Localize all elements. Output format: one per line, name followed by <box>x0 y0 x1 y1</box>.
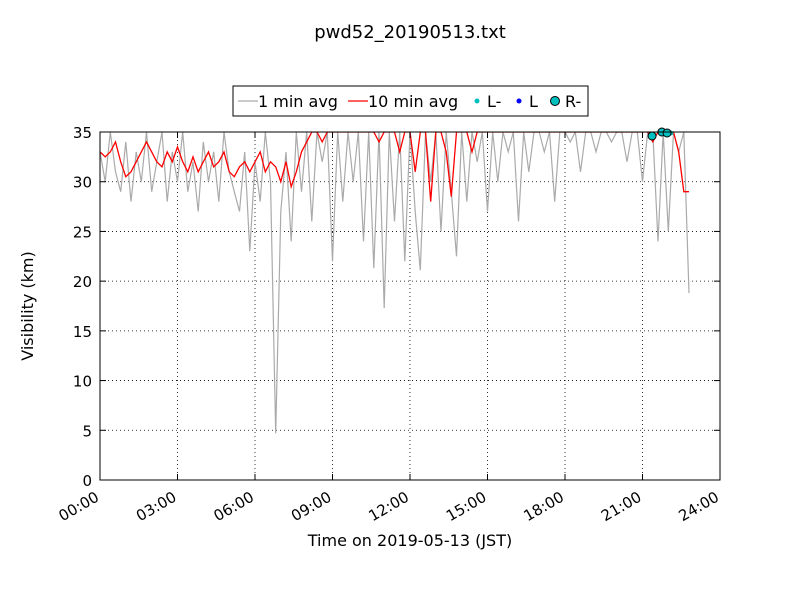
legend-label: 1 min avg <box>258 92 338 111</box>
x-tick-label: 03:00 <box>133 488 179 525</box>
y-tick-label: 25 <box>73 223 92 241</box>
y-tick-label: 5 <box>82 422 92 440</box>
x-tick-label: 00:00 <box>56 488 102 525</box>
legend-label: L- <box>487 92 501 111</box>
x-axis-label: Time on 2019-05-13 (JST) <box>307 531 512 550</box>
x-tick-label: 24:00 <box>676 488 722 525</box>
x-tick-label: 15:00 <box>443 488 489 525</box>
y-tick-label: 15 <box>73 323 92 341</box>
legend-swatch <box>474 98 480 104</box>
chart-title: pwd52_20190513.txt <box>314 22 506 43</box>
y-tick-label: 0 <box>82 472 92 490</box>
legend-swatch <box>516 98 522 104</box>
x-tick-label: 09:00 <box>288 488 334 525</box>
point <box>647 131 657 141</box>
legend-label: R- <box>565 92 581 111</box>
y-tick-label: 10 <box>73 373 92 391</box>
legend-label: L <box>529 92 538 111</box>
y-tick-label: 30 <box>73 174 92 192</box>
legend-label: 10 min avg <box>368 92 458 111</box>
x-tick-label: 21:00 <box>598 488 644 525</box>
y-axis-label: Visibility (km) <box>18 251 37 360</box>
x-tick-label: 18:00 <box>521 488 567 525</box>
y-tick-label: 20 <box>73 273 92 291</box>
series-line <box>100 132 690 434</box>
x-tick-label: 12:00 <box>366 488 412 525</box>
point <box>662 128 672 138</box>
y-tick-label: 35 <box>73 124 92 142</box>
legend <box>232 85 589 117</box>
x-tick-label: 06:00 <box>211 488 257 525</box>
legend-swatch <box>550 96 560 106</box>
series-line <box>100 132 689 202</box>
